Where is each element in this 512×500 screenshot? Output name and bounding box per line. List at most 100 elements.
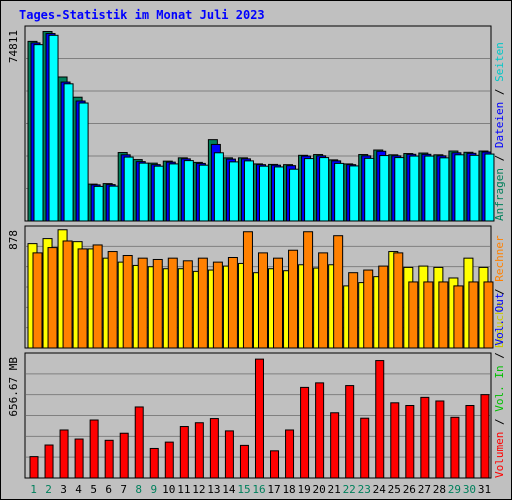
- bar-volume-volumen-day-8: [134, 406, 144, 479]
- bar-visits-rechner-day-18: [288, 249, 299, 349]
- bar-requests-seiten-day-10: [168, 163, 179, 222]
- bar-requests-seiten-day-30: [469, 154, 480, 222]
- bar-volume-volumen-day-15: [239, 444, 249, 479]
- x-label-day-27: 27: [418, 483, 431, 496]
- bar-requests-seiten-day-12: [198, 164, 209, 222]
- bar-requests-seiten-day-19: [304, 158, 315, 222]
- x-label-day-12: 12: [192, 483, 205, 496]
- x-label-day-30: 30: [463, 483, 476, 496]
- bar-visits-rechner-day-16: [257, 252, 268, 349]
- bar-volume-volumen-day-26: [405, 405, 415, 479]
- bar-volume-volumen-day-12: [194, 422, 204, 479]
- bar-volume-volumen-day-21: [330, 412, 340, 479]
- bar-volume-volumen-day-29: [450, 416, 460, 479]
- bar-visits-rechner-day-20: [318, 252, 329, 349]
- legend-vol-in: Vol. In: [493, 365, 506, 411]
- bar-visits-rechner-day-2: [47, 247, 58, 349]
- max-label-volume: 656.67 MB: [7, 357, 20, 417]
- bar-volume-volumen-day-27: [420, 396, 430, 479]
- bar-visits-rechner-day-10: [167, 257, 178, 349]
- bar-requests-seiten-day-23: [364, 157, 375, 222]
- bar-requests-seiten-day-26: [409, 155, 420, 222]
- bar-visits-rechner-day-19: [303, 231, 314, 349]
- bar-requests-seiten-day-28: [439, 157, 450, 222]
- bar-volume-volumen-day-4: [74, 438, 84, 479]
- bar-volume-volumen-day-25: [390, 402, 400, 479]
- bar-volume-volumen-day-22: [345, 385, 355, 479]
- legend-besuche: Besuche: [493, 302, 506, 348]
- x-label-day-7: 7: [120, 483, 127, 496]
- bar-volume-volumen-day-23: [360, 417, 370, 479]
- x-label-day-25: 25: [388, 483, 401, 496]
- bar-requests-seiten-day-2: [48, 34, 59, 222]
- bar-requests-seiten-day-14: [228, 161, 239, 222]
- bar-requests-seiten-day-16: [258, 165, 269, 222]
- bar-volume-volumen-day-9: [149, 447, 159, 479]
- bar-requests-seiten-day-21: [334, 162, 345, 222]
- bar-visits-rechner-day-11: [182, 260, 193, 349]
- x-label-day-6: 6: [105, 483, 112, 496]
- bar-visits-rechner-day-6: [107, 251, 118, 349]
- legend-anfragen: Anfragen: [493, 168, 506, 221]
- x-label-day-2: 2: [45, 483, 52, 496]
- legend-separator: /: [493, 82, 506, 102]
- x-label-day-13: 13: [207, 483, 220, 496]
- bar-requests-seiten-day-4: [78, 102, 89, 222]
- bar-requests-seiten-day-18: [289, 168, 300, 222]
- x-label-day-19: 19: [297, 483, 310, 496]
- bar-visits-rechner-day-23: [363, 269, 374, 349]
- x-label-day-14: 14: [222, 483, 236, 496]
- bar-volume-volumen-day-6: [104, 439, 114, 479]
- bar-visits-rechner-day-22: [348, 272, 359, 349]
- bar-visits-rechner-day-26: [408, 281, 419, 349]
- bar-visits-rechner-day-25: [393, 252, 404, 349]
- bar-visits-rechner-day-31: [483, 281, 494, 349]
- x-label-day-28: 28: [433, 483, 446, 496]
- x-label-day-4: 4: [75, 483, 82, 496]
- bar-visits-rechner-day-17: [273, 257, 284, 349]
- bar-visits-rechner-day-21: [333, 235, 344, 349]
- bar-visits-rechner-day-7: [122, 255, 133, 349]
- bar-requests-seiten-day-8: [138, 162, 149, 222]
- bar-requests-seiten-day-5: [93, 185, 104, 222]
- x-label-day-23: 23: [358, 483, 371, 496]
- bar-visits-rechner-day-29: [453, 285, 464, 349]
- bar-volume-volumen-day-14: [224, 430, 234, 479]
- x-label-day-31: 31: [478, 483, 491, 496]
- legend-separator: /: [493, 148, 506, 168]
- x-label-day-17: 17: [267, 483, 280, 496]
- bar-requests-seiten-day-11: [183, 160, 194, 222]
- bar-volume-volumen-day-17: [270, 450, 280, 479]
- bar-volume-volumen-day-5: [89, 419, 99, 479]
- bar-volume-volumen-day-31: [480, 394, 490, 479]
- bar-visits-rechner-day-9: [152, 258, 163, 349]
- bar-requests-seiten-day-15: [243, 160, 254, 222]
- bar-visits-rechner-day-28: [438, 281, 449, 349]
- x-label-day-26: 26: [403, 483, 416, 496]
- x-label-day-18: 18: [282, 483, 295, 496]
- bar-requests-seiten-day-13: [213, 152, 224, 222]
- chart-title: Tages-Statistik im Monat Juli 2023: [19, 8, 265, 22]
- x-label-day-3: 3: [60, 483, 67, 496]
- bar-volume-volumen-day-16: [254, 358, 264, 479]
- bar-visits-rechner-day-8: [137, 257, 148, 349]
- x-label-day-10: 10: [162, 483, 175, 496]
- x-label-day-8: 8: [135, 483, 142, 496]
- right-legend-top: Anfragen / Dateien / Seiten: [493, 42, 506, 221]
- x-label-day-5: 5: [90, 483, 97, 496]
- right-legend-bottom: Volumen / Vol. In / Vol. Out: [493, 293, 506, 478]
- bar-visits-rechner-day-13: [212, 261, 223, 349]
- legend-separator: /: [493, 412, 506, 432]
- bar-requests-seiten-day-22: [349, 165, 360, 222]
- right-legend-middle: Besuche / Rechner: [493, 235, 506, 348]
- bar-visits-rechner-day-30: [468, 281, 479, 349]
- bar-volume-volumen-day-30: [465, 405, 475, 479]
- bar-visits-rechner-day-3: [62, 240, 73, 349]
- bar-visits-rechner-day-12: [197, 257, 208, 349]
- bar-requests-seiten-day-29: [454, 154, 465, 222]
- x-label-day-9: 9: [150, 483, 157, 496]
- x-label-day-15: 15: [237, 483, 250, 496]
- legend-separator: /: [493, 346, 506, 366]
- legend-rechner: Rechner: [493, 235, 506, 282]
- x-label-day-16: 16: [252, 483, 265, 496]
